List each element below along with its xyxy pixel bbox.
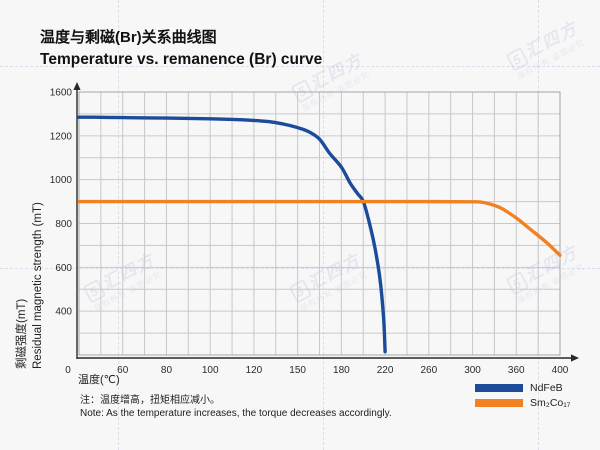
- page-title-zh: 温度与剩磁(Br)关系曲线图: [40, 29, 217, 46]
- legend-label-ndfeb: NdFeB: [530, 381, 563, 394]
- y-tick-label: 1000: [50, 175, 73, 186]
- x-tick-label: 180: [333, 365, 350, 376]
- page-title-en: Temperature vs. remanence (Br) curve: [40, 51, 323, 68]
- legend-item-sm2co17: Sm₂Co₁₇: [475, 395, 570, 410]
- x-tick-label: 100: [202, 365, 219, 376]
- chart-header: 温度与剩磁(Br)关系曲线图 Temperature vs. remanence…: [40, 27, 322, 71]
- footnote-zh: 注：温度增高，扭矩相应减小。: [80, 395, 220, 406]
- x-tick-label: 220: [377, 365, 394, 376]
- x-tick-label: 60: [117, 365, 129, 376]
- footnote: 注：温度增高，扭矩相应减小。 Note: As the temperature …: [80, 395, 392, 420]
- y-axis-arrow-icon: [73, 82, 81, 90]
- x-tick-label: 260: [420, 365, 437, 376]
- series-curve-ndfeb: [77, 115, 387, 354]
- legend-swatch-sm2co17: [475, 398, 523, 407]
- chart-legend: NdFeB Sm₂Co₁₇: [475, 380, 570, 410]
- y-tick-label: 800: [55, 219, 72, 230]
- plot-border: [78, 91, 561, 356]
- x-tick-label: 0: [65, 365, 71, 376]
- y-tick-label: 1200: [50, 131, 73, 142]
- x-tick-label: 80: [161, 365, 173, 376]
- x-tick-label: 400: [552, 365, 569, 376]
- legend-swatch-ndfeb: [475, 383, 523, 392]
- y-tick-label: 400: [55, 307, 72, 318]
- footnote-en: Note: As the temperature increases, the …: [80, 407, 392, 419]
- legend-item-ndfeb: NdFeB: [475, 380, 570, 395]
- x-tick-label: 300: [464, 365, 481, 376]
- x-tick-label: 120: [246, 365, 263, 376]
- y-tick-label: 600: [55, 263, 72, 274]
- legend-label-sm2co17: Sm₂Co₁₇: [530, 396, 571, 409]
- y-tick-label: 1600: [50, 88, 73, 99]
- x-axis-arrow-icon: [571, 354, 579, 362]
- x-tick-label: 360: [508, 365, 525, 376]
- series-curve-sm2co17: [77, 199, 562, 257]
- x-tick-label: 150: [289, 365, 306, 376]
- x-axis-title: 温度(℃): [78, 374, 120, 386]
